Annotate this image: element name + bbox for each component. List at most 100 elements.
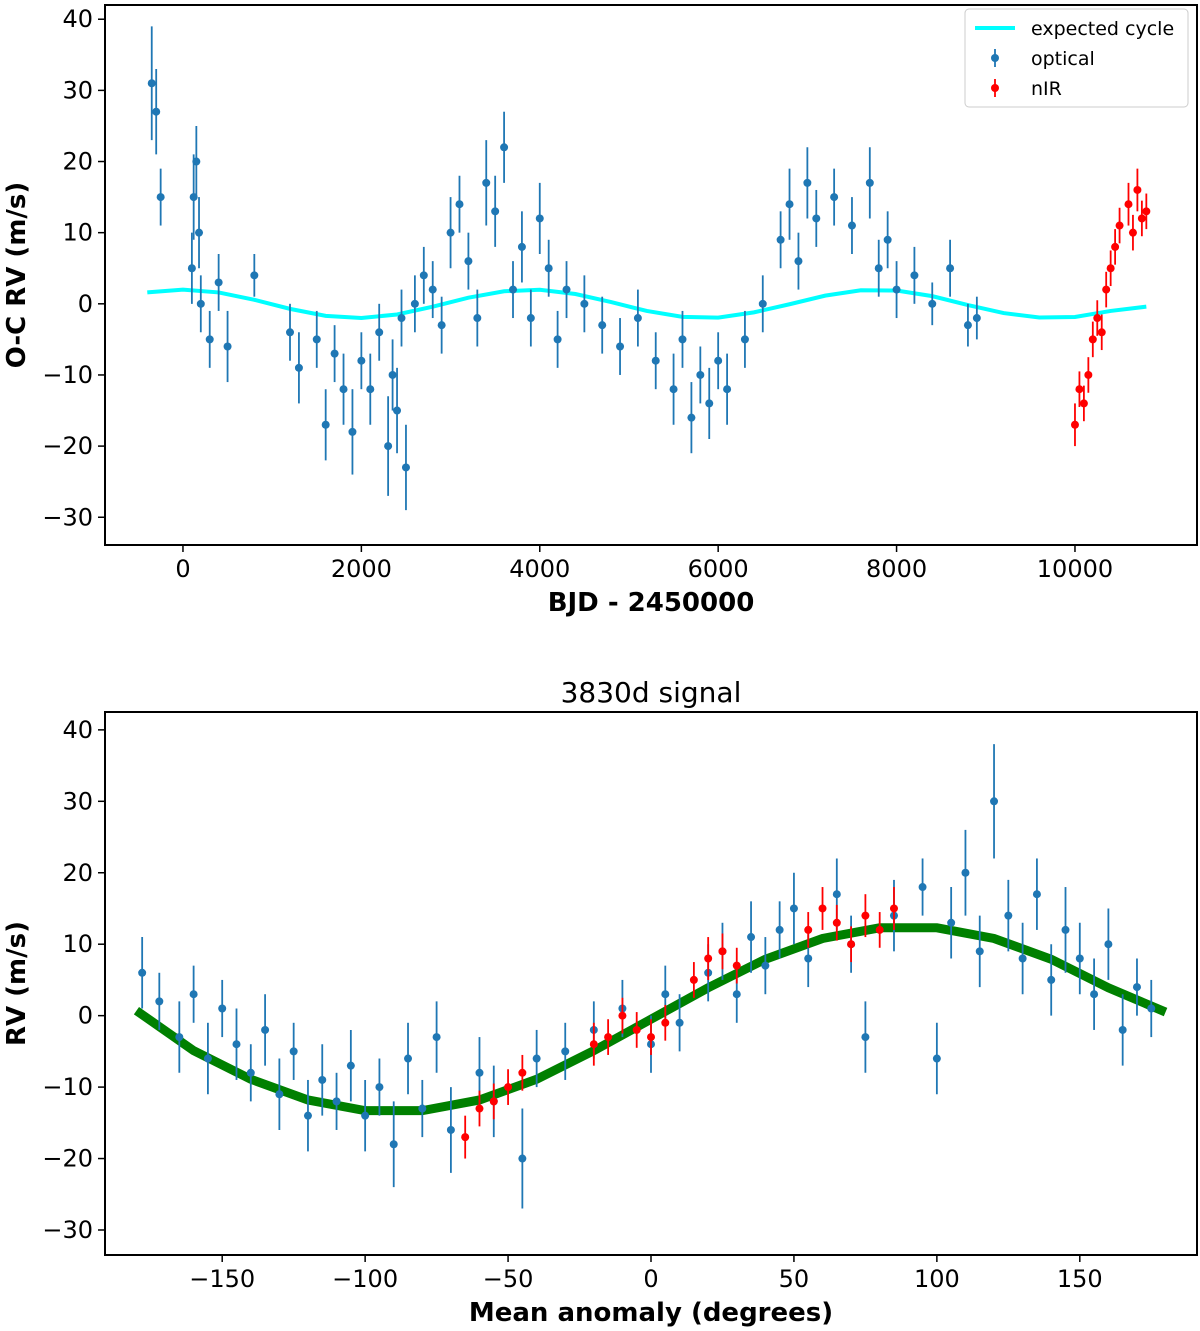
point [714,356,723,365]
point [794,257,803,266]
point [393,406,402,415]
point [404,1054,413,1063]
point [718,947,727,956]
point [357,356,366,365]
y-tick-label: 20 [62,859,93,887]
y-tick-label: 40 [62,716,93,744]
point [432,1033,441,1042]
point [175,1033,184,1042]
point [972,314,981,323]
point [704,954,713,963]
point [803,178,812,187]
point [156,193,165,202]
y-tick-label: 10 [62,219,93,247]
point [289,1047,298,1056]
point [1079,399,1088,408]
y-tick-label: −20 [42,432,93,460]
point [455,200,464,209]
point [1118,1025,1127,1034]
point [918,883,927,892]
point [1061,925,1070,934]
point [928,299,937,308]
x-tick-label: 8000 [866,555,927,583]
point [535,214,544,223]
point [504,1083,513,1092]
point [932,1054,941,1063]
x-axis-label: Mean anomaly (degrees) [469,1298,833,1327]
point [1070,420,1079,429]
point [203,1054,212,1063]
point [847,940,856,949]
point [428,285,437,294]
point [1106,264,1115,273]
point [418,1104,427,1113]
point [312,335,321,344]
point [437,321,446,330]
point [491,207,500,216]
point [561,1047,570,1056]
y-axis-label: RV (m/s) [2,921,32,1046]
point [246,1068,255,1077]
point [366,385,375,394]
point [1142,207,1151,216]
point [509,285,518,294]
point [785,200,794,209]
point [874,264,883,273]
point [1047,975,1056,984]
point [689,975,698,984]
point [589,1040,598,1049]
point [832,918,841,927]
point [518,1068,527,1077]
point [732,961,741,970]
point [562,285,571,294]
point [261,1025,270,1034]
point [892,285,901,294]
point [464,257,473,266]
point [446,1125,455,1134]
point [804,925,813,934]
y-axis-label: O-C RV (m/s) [2,182,32,369]
point [361,1111,370,1120]
point [740,335,749,344]
point [1084,370,1093,379]
point [544,264,553,273]
x-tick-label: 4000 [509,555,570,583]
point [155,997,164,1006]
point [339,385,348,394]
point [861,1033,870,1042]
point [517,242,526,251]
point [1088,335,1097,344]
point [618,1011,627,1020]
point [1128,228,1137,237]
point [865,178,874,187]
point [705,399,714,408]
point [758,299,767,308]
point [461,1133,470,1142]
line [147,287,1147,320]
point [482,178,491,187]
point [475,1068,484,1077]
point [723,385,732,394]
point [147,79,156,88]
point [961,868,970,877]
point [580,299,589,308]
point [761,961,770,970]
point [804,954,813,963]
point [1097,328,1106,337]
point [195,228,204,237]
point [633,314,642,323]
point [526,314,535,323]
y-tick-label: 0 [78,290,93,318]
frame [104,711,1198,1256]
point [1093,314,1102,323]
point [232,1040,241,1049]
x-tick-label: 6000 [688,555,749,583]
point [446,228,455,237]
point [661,990,670,999]
point [1075,385,1084,394]
point [500,143,509,152]
point [1104,940,1113,949]
point [812,214,821,223]
point [632,1025,641,1034]
point [321,420,330,429]
